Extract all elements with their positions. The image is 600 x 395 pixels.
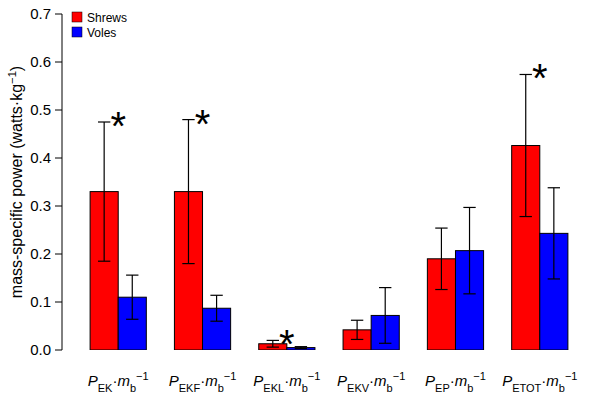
x-tick-label: PEKL·mb−1 [253,370,320,394]
significance: * [279,322,295,366]
x-tick-label: PEP·mb−1 [425,370,486,394]
error-bar [379,288,391,344]
y-tick [55,110,62,111]
y-tick [55,14,62,15]
error-bar [98,122,110,261]
y-tick-label: 0.7 [30,5,51,22]
y-tick-label: 0.6 [30,53,51,70]
y-tick-label: 0.4 [30,149,51,166]
legend-label: Shrews [87,11,127,25]
y-tick [55,206,62,207]
y-tick-label: 0.5 [30,101,51,118]
legend-swatch [72,27,82,37]
error-bar [295,347,307,349]
x-tick-label: PEKV·mb−1 [337,370,405,394]
chart: 0.0 0.1 0.2 0.3 0.4 0.5 0.6 0.7 mass-specific po… [0,0,600,395]
significance: * [195,102,211,146]
error-bar [548,188,560,279]
y-tick-label: 0.0 [30,341,51,358]
y-tick-label: 0.3 [30,197,51,214]
x-tick-label: PETOT·mb−1 [502,370,577,394]
y-tick [55,302,62,303]
y-tick-label: 0.2 [30,245,51,262]
x-tick-label: PEKF·mb−1 [169,370,237,394]
x-tick-label: PEK·mb−1 [88,370,149,394]
legend: ShrewsVoles [72,11,127,40]
y-tick [55,62,62,63]
significance: * [532,56,548,100]
error-bar [435,228,447,289]
significance: * [110,104,126,148]
error-bar [520,74,532,216]
legend-swatch [72,12,82,22]
y-axis [62,14,63,350]
error-bar [210,295,222,321]
y-axis-label: mass-specific power (watts·kg−1) [6,66,25,298]
y-tick [55,254,62,255]
y-tick [55,158,62,159]
error-bar [267,340,279,347]
y-tick-label: 0.1 [30,293,51,310]
error-bar [126,275,138,319]
error-bar [351,320,363,339]
error-bar [182,120,194,264]
bars [90,74,568,350]
y-tick [55,350,62,351]
legend-label: Voles [87,26,116,40]
error-bar [463,207,475,293]
